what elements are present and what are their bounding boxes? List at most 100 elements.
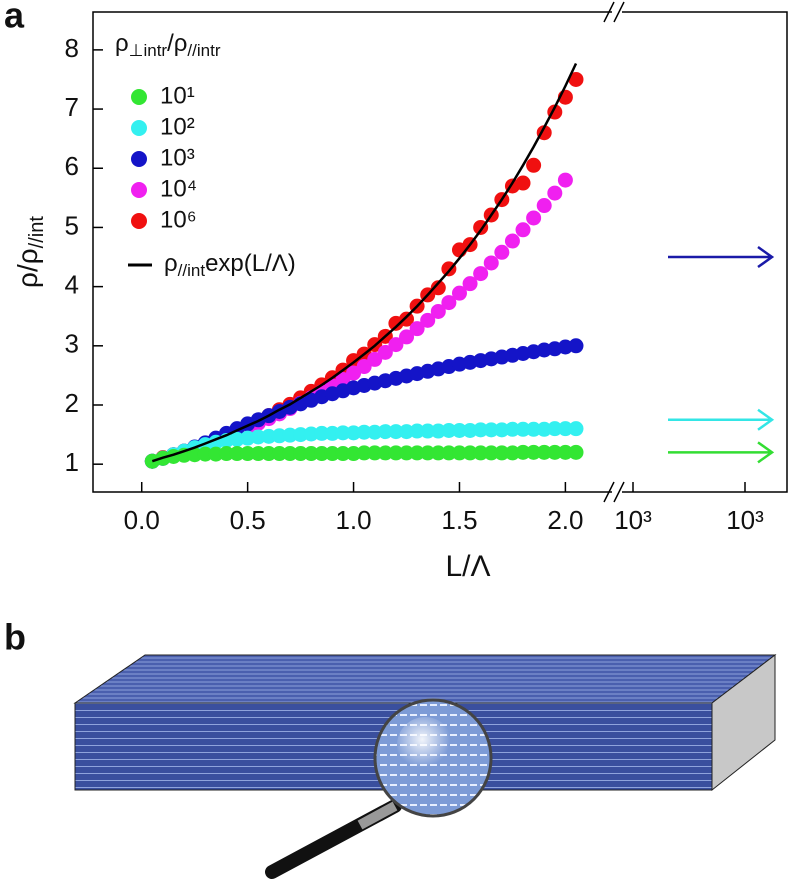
asymptote-arrow — [668, 408, 775, 431]
dot — [377, 424, 393, 440]
dot — [515, 175, 531, 191]
dot — [367, 424, 383, 440]
dot — [451, 422, 467, 438]
dot — [547, 444, 563, 460]
dot — [568, 444, 584, 460]
dot — [515, 421, 531, 437]
dot — [568, 338, 584, 354]
legend-label-part: exp(L/Λ) — [205, 250, 296, 277]
y-tick-label: 3 — [65, 329, 79, 359]
dot — [271, 446, 287, 462]
dot — [208, 446, 224, 462]
dot — [420, 445, 436, 461]
dot — [335, 446, 351, 462]
x-tick-label: 1.5 — [441, 505, 477, 535]
dot — [282, 427, 298, 443]
y-axis-label-part: //int — [26, 216, 48, 249]
dot — [568, 71, 584, 87]
dot — [356, 359, 372, 375]
legend-title-part: ρ — [115, 30, 129, 57]
dot — [526, 421, 542, 437]
dot — [504, 421, 520, 437]
legend-title: ρ⊥intr/ρ//intr — [115, 30, 221, 60]
dot — [314, 446, 330, 462]
dot — [494, 422, 510, 438]
dot — [346, 425, 362, 441]
dot — [494, 445, 510, 461]
break-tick-label: 10³ — [726, 505, 764, 535]
asymptote-arrow — [668, 441, 775, 464]
dot — [187, 447, 203, 463]
dot — [250, 429, 266, 445]
dot — [483, 445, 499, 461]
dot — [303, 446, 319, 462]
y-tick-label: 1 — [65, 447, 79, 477]
dot — [261, 446, 277, 462]
legend-label: ρ//intexp(L/Λ) — [164, 250, 296, 280]
x-tick-label: 2.0 — [547, 505, 583, 535]
dot — [526, 157, 542, 173]
y-tick-label: 8 — [65, 33, 79, 63]
legend-marker — [131, 213, 147, 229]
dot — [346, 446, 362, 462]
dot — [293, 427, 309, 443]
dot — [197, 446, 213, 462]
x-tick-label: 0.0 — [124, 505, 160, 535]
dot — [473, 422, 489, 438]
legend-label-part: //int — [178, 261, 206, 280]
y-tick-label: 7 — [65, 92, 79, 122]
frame — [622, 11, 788, 493]
illustration — [73, 653, 777, 879]
x-tick-label: 1.0 — [335, 505, 371, 535]
legend-label: 10¹ — [160, 82, 195, 109]
dot — [515, 222, 531, 238]
dot — [557, 421, 573, 437]
y-tick-label: 4 — [65, 269, 79, 299]
dot — [441, 445, 457, 461]
dot — [399, 445, 415, 461]
break-tick-label: 10³ — [614, 505, 652, 535]
dot — [399, 311, 415, 327]
dot — [388, 445, 404, 461]
dot — [504, 445, 520, 461]
legend-label: 10² — [160, 113, 195, 140]
frame — [92, 11, 612, 493]
dot — [261, 428, 277, 444]
dot — [229, 446, 245, 462]
legend-marker — [131, 182, 147, 198]
dot — [314, 425, 330, 441]
dot — [462, 445, 478, 461]
dot — [441, 422, 457, 438]
dot — [515, 444, 531, 460]
dot — [335, 425, 351, 441]
dot — [430, 423, 446, 439]
dot — [441, 295, 457, 311]
panel-label: a — [4, 0, 25, 36]
dot — [557, 444, 573, 460]
dot — [409, 445, 425, 461]
legend-label: 10⁶ — [160, 206, 197, 233]
dot — [271, 428, 287, 444]
dot — [356, 445, 372, 461]
dot — [324, 446, 340, 462]
dot — [356, 424, 372, 440]
dot — [367, 351, 383, 367]
dot — [526, 444, 542, 460]
dot — [409, 423, 425, 439]
dot — [430, 303, 446, 319]
legend-label: 10⁴ — [160, 175, 197, 202]
dot — [430, 280, 446, 296]
legend-title-part: /ρ — [167, 30, 187, 57]
dot — [399, 329, 415, 345]
legend-title-part: //intr — [187, 41, 220, 60]
y-tick-label: 2 — [65, 388, 79, 418]
dot — [536, 198, 552, 214]
dot — [324, 425, 340, 441]
dot — [536, 444, 552, 460]
dot — [568, 421, 584, 437]
y-tick-label: 5 — [65, 210, 79, 240]
dot — [494, 244, 510, 260]
fit-line — [151, 62, 578, 463]
dot — [250, 446, 266, 462]
